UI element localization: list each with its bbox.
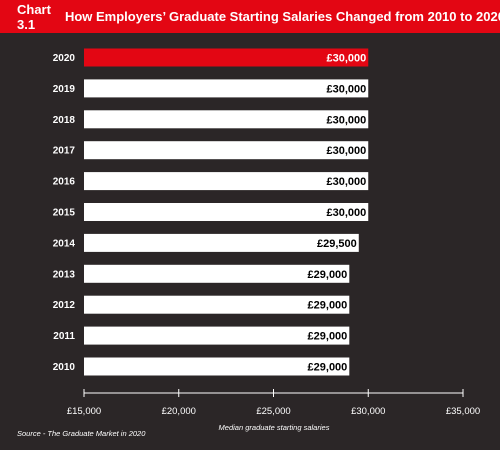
- bar: [84, 110, 369, 129]
- y-tick-label: 2013: [53, 269, 76, 280]
- bar: [84, 172, 369, 191]
- data-label: £29,000: [308, 269, 348, 281]
- x-tick-label: £25,000: [256, 406, 290, 417]
- source-note: Source - The Graduate Market in 2020: [17, 429, 146, 438]
- data-label: £29,000: [308, 362, 348, 374]
- y-tick-label: 2011: [53, 331, 75, 342]
- bar: [84, 357, 350, 376]
- chart-header: Chart 3.1 How Employers’ Graduate Starti…: [0, 0, 500, 33]
- bar: [84, 233, 359, 252]
- y-tick-label: 2010: [53, 362, 76, 373]
- bar: [84, 48, 369, 67]
- data-label: £30,000: [326, 207, 366, 219]
- data-label: £29,000: [308, 331, 348, 343]
- chart-title: How Employers’ Graduate Starting Salarie…: [64, 9, 500, 24]
- data-label: £30,000: [326, 145, 366, 157]
- y-tick-label: 2017: [53, 146, 76, 157]
- x-tick-label: £15,000: [67, 406, 101, 417]
- y-tick-label: 2016: [53, 177, 76, 188]
- y-tick-label: 2018: [53, 115, 76, 126]
- y-tick-label: 2019: [53, 84, 76, 95]
- y-tick-label: 2014: [53, 238, 76, 249]
- x-tick-label: £20,000: [162, 406, 196, 417]
- data-label: £30,000: [326, 83, 366, 95]
- bar: [84, 203, 369, 221]
- bar: [84, 264, 350, 283]
- bar: [84, 326, 350, 345]
- y-tick-label: 2015: [53, 208, 76, 219]
- data-label: £30,000: [326, 176, 366, 188]
- data-label: £29,000: [308, 300, 348, 312]
- bar: [84, 295, 350, 314]
- chart-number: Chart 3.1: [17, 1, 51, 32]
- y-tick-label: 2020: [53, 53, 76, 64]
- x-tick-label: £35,000: [446, 406, 480, 417]
- bar: [84, 141, 369, 160]
- bar: [84, 79, 369, 98]
- data-label: £29,500: [317, 238, 357, 250]
- data-label: £30,000: [326, 114, 366, 126]
- x-tick-label: £30,000: [351, 406, 385, 417]
- y-tick-label: 2012: [53, 300, 76, 311]
- x-axis-label: Median graduate starting salaries: [219, 423, 330, 432]
- data-label: £30,000: [326, 53, 366, 65]
